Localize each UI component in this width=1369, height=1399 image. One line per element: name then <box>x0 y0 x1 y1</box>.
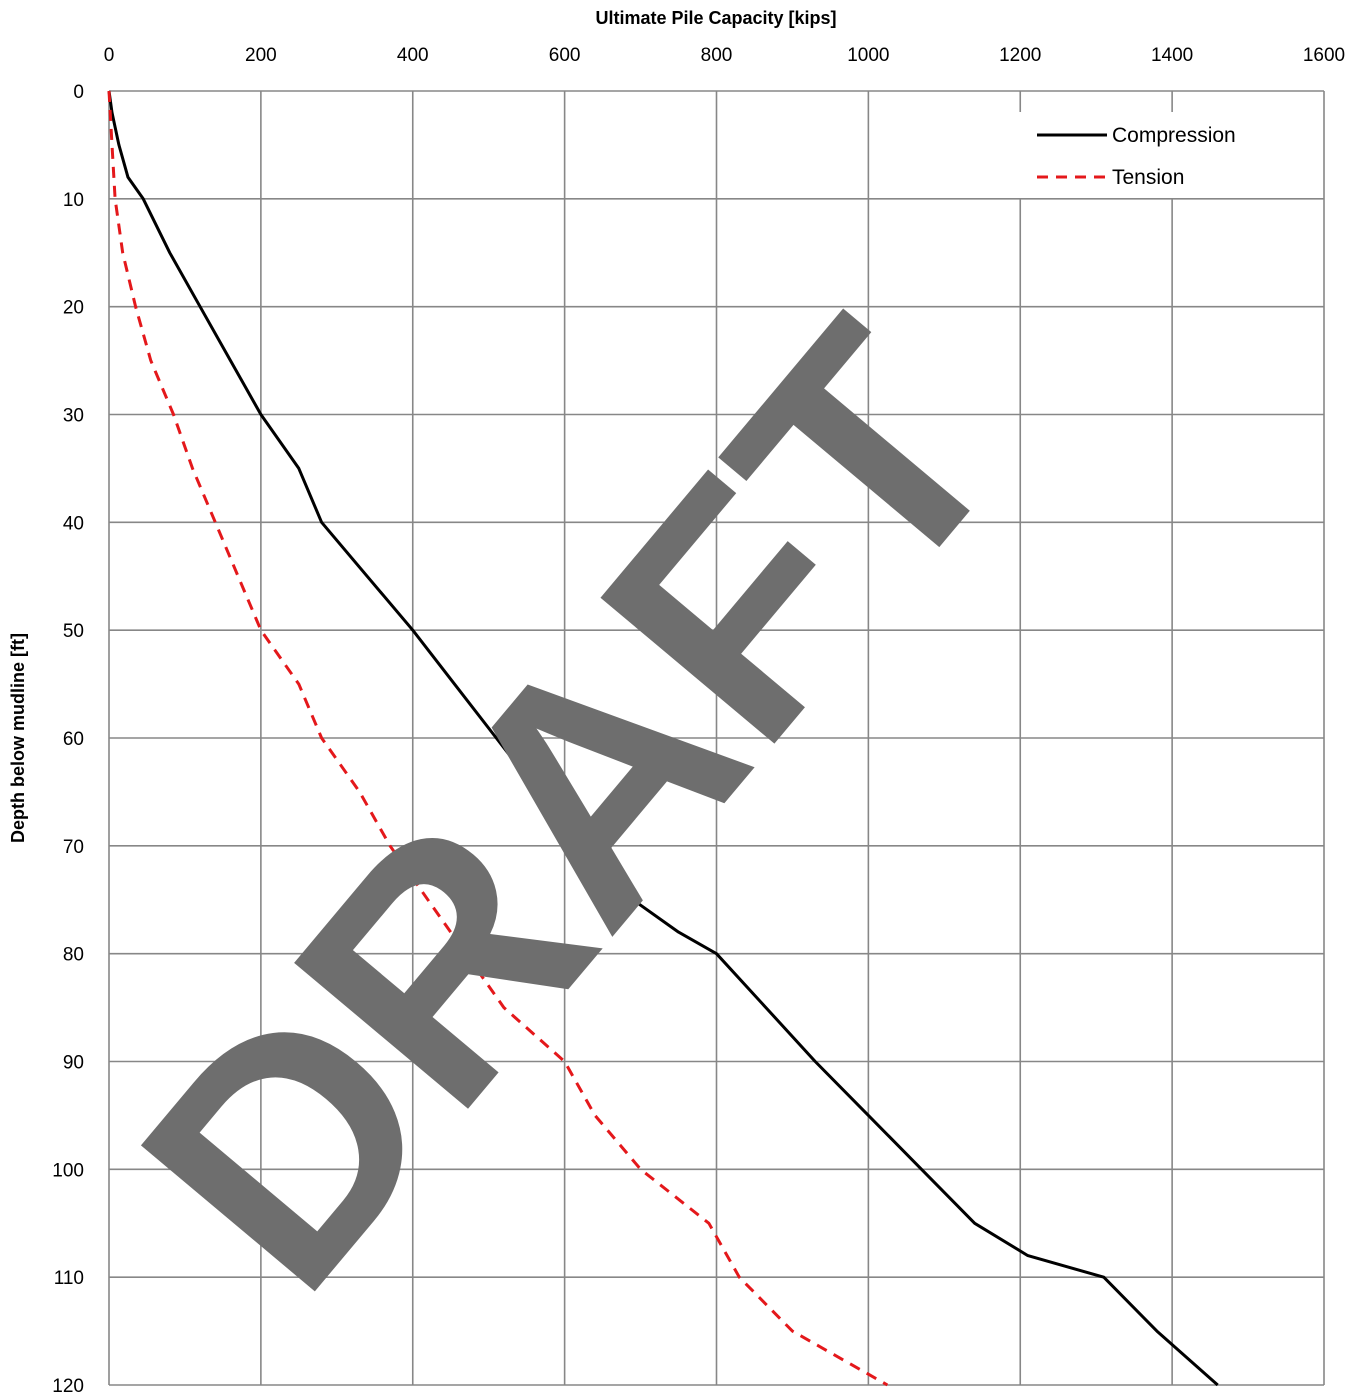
y-tick-label: 70 <box>63 837 84 858</box>
x-tick-label: 600 <box>549 45 581 66</box>
y-tick-label: 60 <box>63 729 84 750</box>
series-lines <box>107 90 1219 1387</box>
y-tick-label: 120 <box>52 1376 84 1397</box>
y-tick-label: 10 <box>63 190 84 211</box>
y-tick-label: 100 <box>52 1160 84 1181</box>
y-tick-labels: 0 10 20 30 40 50 60 70 80 90 100 110 120 <box>52 82 84 1397</box>
y-tick-label: 30 <box>63 406 84 427</box>
series-line-tension <box>107 90 889 1387</box>
y-tick-label: 80 <box>63 945 84 966</box>
y-axis-title: Depth below mudline [ft] <box>8 633 28 843</box>
x-tick-label: 1000 <box>847 45 889 66</box>
y-tick-label: 90 <box>63 1053 84 1074</box>
x-tick-label: 1200 <box>999 45 1041 66</box>
x-tick-label: 0 <box>104 45 115 66</box>
x-tick-label: 800 <box>701 45 733 66</box>
x-tick-label: 1600 <box>1303 45 1345 66</box>
legend: Compression Tension <box>996 112 1290 198</box>
legend-label-tension: Tension <box>1112 166 1184 189</box>
y-tick-label: 40 <box>63 513 84 534</box>
draft-watermark: DRAFT <box>72 260 1073 1354</box>
y-tick-label: 50 <box>63 621 84 642</box>
legend-label-compression: Compression <box>1112 124 1236 147</box>
x-tick-labels: 0 200 400 600 800 1000 1200 1400 1600 <box>104 45 1345 66</box>
series-line-compression <box>107 90 1219 1387</box>
x-tick-label: 400 <box>397 45 429 66</box>
y-tick-label: 110 <box>54 1268 84 1289</box>
y-tick-label: 0 <box>73 82 84 103</box>
y-tick-label: 20 <box>63 298 84 319</box>
x-tick-label: 200 <box>245 45 277 66</box>
legend-box <box>996 112 1290 198</box>
x-axis-title: Ultimate Pile Capacity [kips] <box>595 8 836 28</box>
x-tick-label: 1400 <box>1151 45 1193 66</box>
